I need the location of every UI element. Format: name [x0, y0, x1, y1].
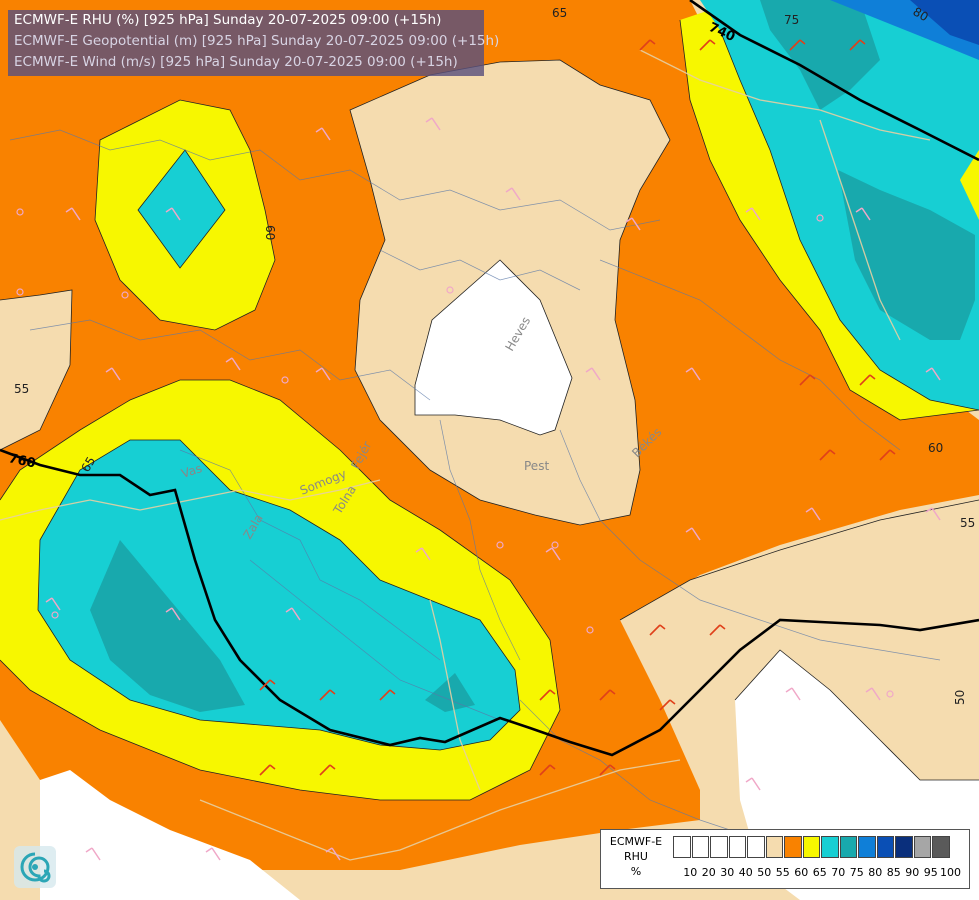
legend-tick-label: 90	[905, 866, 920, 879]
legend-tick-label: 10	[683, 866, 698, 879]
legend-swatch	[673, 836, 691, 858]
swirl-logo-icon	[14, 846, 56, 888]
legend-ticks: 10 20 30 40 50 55 60 65 70 75 80 85 90 95 100	[681, 866, 961, 879]
legend-tick-label: 95	[923, 866, 938, 879]
legend-tick-label: 40	[738, 866, 753, 879]
rhu-70-75-north-east	[838, 170, 975, 340]
legend-swatch	[691, 836, 709, 858]
legend-swatch	[858, 836, 876, 858]
title-line-rhu: ECMWF-E RHU (%) [925 hPa] Sunday 20-07-2…	[14, 12, 442, 28]
legend-tick-label: 30	[720, 866, 735, 879]
rhu-70-75-south-west	[90, 540, 245, 712]
legend-tick-label: 75	[849, 866, 864, 879]
legend-swatch	[821, 836, 839, 858]
legend-swatch	[747, 836, 765, 858]
legend-swatch	[913, 836, 931, 858]
legend-tick-label: 80	[868, 866, 883, 879]
legend-tick-label: 50	[757, 866, 772, 879]
legend-model-name: ECMWF-E	[609, 835, 663, 848]
title-line-wind: ECMWF-E Wind (m/s) [925 hPa] Sunday 20-0…	[14, 54, 458, 70]
legend-variable-name: RHU	[624, 850, 648, 863]
rhu-65-70-north-west	[138, 150, 225, 268]
region-label-pest: Pest	[524, 459, 549, 473]
rhu-below-50-south-west	[40, 770, 300, 900]
region-label-vas: Vas	[180, 461, 204, 481]
legend-swatch	[895, 836, 913, 858]
legend-swatches	[673, 836, 951, 858]
legend-swatch	[728, 836, 746, 858]
legend-swatch	[784, 836, 802, 858]
rhu-80-85-area	[910, 0, 979, 45]
rhu-contour-label: 75	[784, 13, 799, 27]
legend-tick-label: 55	[775, 866, 790, 879]
rhu-contour-label: 65	[552, 6, 567, 20]
rhu-contour-label: 60	[263, 225, 277, 240]
rhu-contour-label: 50	[953, 690, 967, 705]
legend-tick-label: 70	[831, 866, 846, 879]
legend-tick-label: 20	[701, 866, 716, 879]
country-border-lines	[0, 49, 931, 861]
rhu-contour-label: 65	[78, 454, 98, 474]
county-border-lines	[9, 129, 941, 851]
map-title-box: ECMWF-E RHU (%) [925 hPa] Sunday 20-07-2…	[8, 10, 500, 76]
legend-tick-label: 60	[794, 866, 809, 879]
rhu-contour-label: 55	[960, 516, 975, 530]
wind-barbs	[45, 117, 941, 861]
legend-swatch	[710, 836, 728, 858]
rhu-contour-lines	[0, 19, 979, 801]
rhu-50-55-west	[0, 290, 72, 450]
wind-barbs-strong	[259, 39, 896, 776]
legend-swatch	[765, 836, 783, 858]
geopotential-label: 760	[7, 451, 37, 471]
rhu-contour-label: 60	[928, 441, 943, 455]
legend-swatch	[839, 836, 857, 858]
wind-calm-circles	[16, 208, 894, 698]
legend-swatch	[802, 836, 820, 858]
legend-tick-label: 85	[886, 866, 901, 879]
legend-title: ECMWF-E RHU %	[601, 834, 671, 879]
rhu-70-75-north-east-top	[760, 0, 880, 110]
rhu-contour-label: 55	[14, 382, 29, 396]
title-line-geopotential: ECMWF-E Geopotential (m) [925 hPa] Sunda…	[14, 33, 500, 49]
legend-swatch	[876, 836, 894, 858]
legend-unit: %	[630, 865, 642, 878]
rhu-below-50-center	[415, 260, 572, 435]
legend-tick-label: 65	[812, 866, 827, 879]
rhu-contour-label: 80	[911, 4, 931, 24]
legend-tick-label: 100	[940, 866, 961, 879]
rhu-legend: ECMWF-E RHU % 10 20 30 40 50 55 60 65 70 75 80 85 90…	[600, 829, 970, 889]
geopotential-isolines	[0, 0, 979, 757]
legend-swatch	[932, 836, 950, 858]
